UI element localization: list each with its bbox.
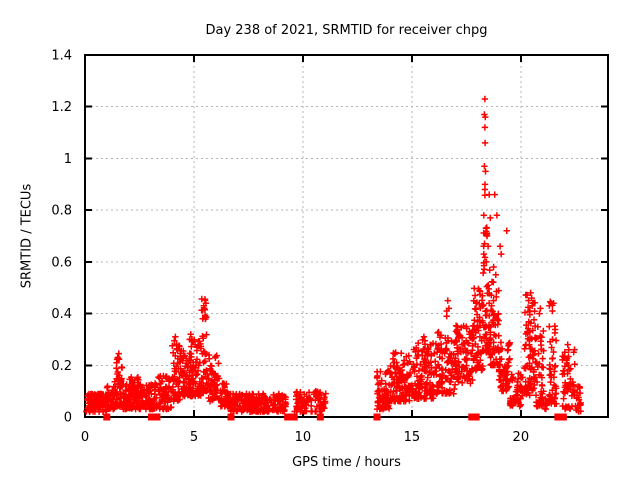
- x-tick-label: 15: [404, 430, 421, 445]
- zero-value-square-marker: [373, 413, 381, 421]
- zero-value-square-marker: [316, 413, 324, 421]
- zero-value-square-marker: [227, 413, 235, 421]
- y-tick-label: 1.2: [51, 100, 72, 115]
- chart-title: Day 238 of 2021, SRMTID for receiver chp…: [205, 23, 488, 38]
- srmtid-scatter-points: [83, 95, 584, 415]
- zero-value-square-marker: [290, 413, 298, 421]
- y-tick-label: 0.4: [51, 307, 72, 322]
- plot-border: [84, 54, 609, 418]
- y-tick-label: 1.4: [51, 49, 72, 64]
- x-tick-label: 20: [513, 430, 530, 445]
- zero-value-square-marker: [153, 413, 161, 421]
- zero-value-square-marker: [472, 413, 480, 421]
- zero-value-square-marker: [147, 413, 155, 421]
- zero-value-square-marker: [559, 413, 567, 421]
- x-axis-label: GPS time / hours: [292, 455, 401, 470]
- y-tick-label: 0.8: [51, 204, 72, 219]
- zero-value-square-marker: [284, 413, 292, 421]
- y-tick-label: 0.2: [51, 359, 72, 374]
- y-tick-label: 1: [64, 152, 72, 167]
- y-tick-label: 0.6: [51, 255, 72, 270]
- x-tick-label: 5: [190, 430, 198, 445]
- zero-value-square-marker: [103, 413, 111, 421]
- y-tick-label: 0: [64, 411, 72, 426]
- x-tick-label: 10: [295, 430, 312, 445]
- zero-value-square-marker: [554, 413, 562, 421]
- zero-value-square-marker: [468, 413, 476, 421]
- x-tick-label: 0: [81, 430, 89, 445]
